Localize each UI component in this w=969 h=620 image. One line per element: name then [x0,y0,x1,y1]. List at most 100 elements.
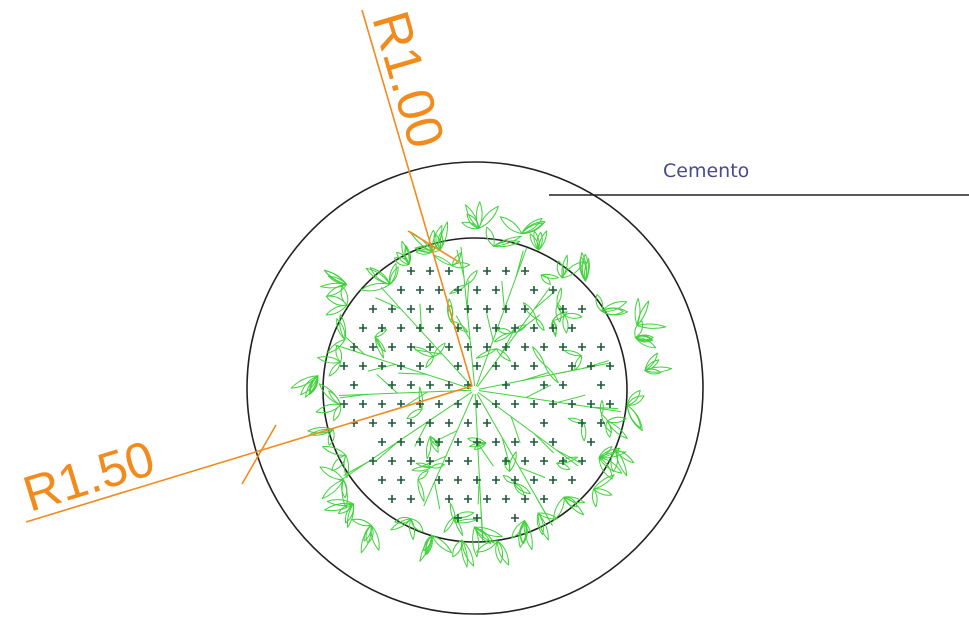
twig-line [376,441,399,461]
leaf-shape [472,526,480,558]
leaf-shape [644,368,662,375]
cross-marker [521,305,529,313]
cross-marker [407,267,415,275]
cross-marker [369,305,377,313]
twig-line [525,384,552,399]
twig-line [581,360,609,370]
cross-marker [492,476,500,484]
leaf-shape [513,482,531,495]
cross-marker [388,381,396,389]
cross-marker [502,305,510,313]
leaf-shape [474,526,503,538]
twig-line [533,432,555,454]
cross-marker [483,419,491,427]
leaf-shape [606,420,628,439]
cross-marker [511,514,519,522]
leaf-shape [537,512,549,541]
dimension-label-inner: R1.00 [360,5,455,154]
cross-marker [407,381,415,389]
cross-marker [473,400,481,408]
cross-marker [549,324,557,332]
twig-line [419,303,423,332]
leaf-shape [485,226,495,247]
leaf-shape [396,251,410,265]
cross-marker [407,495,415,503]
cross-marker [350,343,358,351]
leaf-shape [341,479,348,499]
cross-marker [388,305,396,313]
leaf-shape [419,534,433,562]
twig-line [500,329,515,355]
leaf-shape [493,235,522,247]
cross-marker [464,419,472,427]
leaf-shape [556,462,571,470]
dimension-line-outer [25,385,473,523]
cross-marker [530,286,538,294]
cross-marker [483,343,491,351]
leaf-shape [474,526,495,544]
branch-line [339,391,472,482]
leaf-shape [595,294,604,312]
leaf-shape [581,253,589,282]
cross-marker [454,362,462,370]
leaf-shape [415,249,433,255]
twig-line [519,466,546,479]
cross-marker [378,400,386,408]
leaf-shape [606,416,627,424]
leaf-shape [644,352,658,372]
cross-marker [521,343,529,351]
leaf-shape [343,454,350,478]
cross-marker [464,457,472,465]
twig-line [375,297,402,310]
leaf-shape [544,364,559,384]
twig-line [486,312,494,341]
leaf-shape [461,539,475,567]
cross-marker [502,457,510,465]
cross-marker [388,343,396,351]
cross-marker [473,476,481,484]
cross-marker [559,457,567,465]
leaf-shape [556,287,562,306]
twig-line [515,250,524,278]
leaf-shape [335,344,343,363]
leaf-shape [574,355,582,371]
leaf-shape [493,240,521,248]
cross-marker [597,419,605,427]
cross-marker [521,267,529,275]
twig-line [535,496,551,522]
cross-marker [445,381,453,389]
leaf-shape [326,283,348,297]
leaf-shape [513,482,525,496]
cross-marker [502,381,510,389]
cross-marker [483,495,491,503]
leaf-shape [370,524,380,551]
leaf-shape [518,520,527,548]
leaf-shape [325,295,348,306]
cross-marker [464,495,472,503]
leaf-shape [499,216,523,235]
cross-marker [502,267,510,275]
cross-marker [388,457,396,465]
leaf-shape [473,442,487,450]
cross-marker [378,324,386,332]
leaf-shape [626,389,641,406]
cross-marker [378,362,386,370]
cross-marker [416,362,424,370]
leaf-shape [328,361,342,377]
leaf-shape [522,302,537,319]
branch-line [476,287,551,388]
leaf-shape [598,446,613,459]
cross-marker [445,457,453,465]
leaf-shape [634,334,654,341]
cross-marker [473,362,481,370]
outer-ring [246,161,704,615]
leaf-shape [365,267,391,285]
cross-marker [369,343,377,351]
cross-marker [359,400,367,408]
cross-marker [416,438,424,446]
twig-line [398,372,427,375]
leaf-shape [563,496,578,508]
leaf-shape [598,457,623,474]
leaf-shape [540,273,559,279]
leaf-shape [317,356,342,364]
